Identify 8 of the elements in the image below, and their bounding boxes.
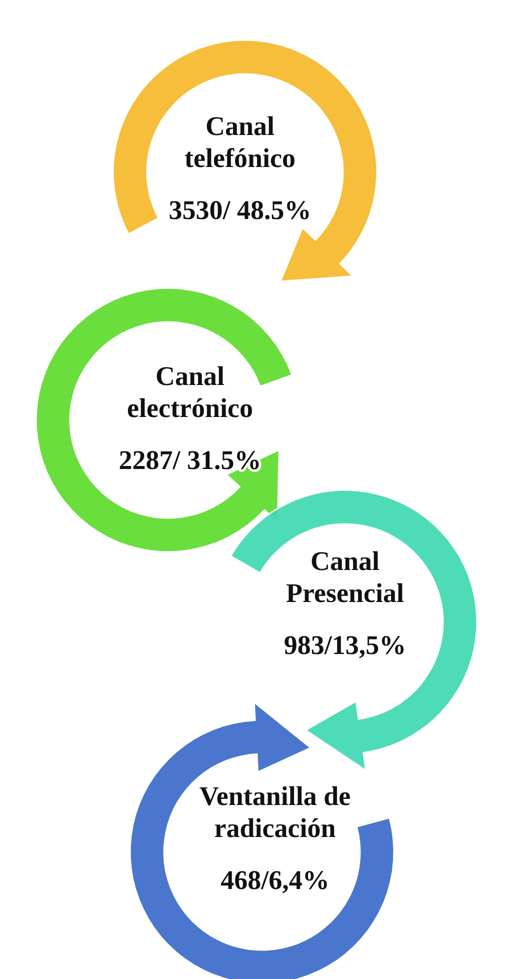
category-label: Canal Presencial: [286, 546, 404, 608]
data-label: 983/13,5%: [284, 630, 406, 660]
data-label: 2287/ 31.5%: [118, 445, 262, 475]
data-label: 3530/ 48.5%: [168, 195, 312, 225]
category-label: Canal electrónico: [127, 361, 253, 423]
category-label: Ventanilla de radicación: [199, 781, 351, 843]
data-label: 468/6,4%: [220, 865, 330, 895]
category-label: Canal telefónico: [184, 111, 296, 173]
